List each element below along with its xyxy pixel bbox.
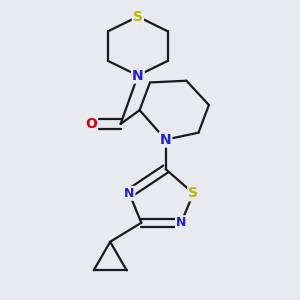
Text: N: N [176,216,186,229]
Text: O: O [85,117,97,131]
Text: N: N [160,133,171,147]
Text: N: N [132,68,144,83]
Text: S: S [133,10,143,24]
Text: N: N [124,187,134,200]
Text: S: S [188,186,198,200]
